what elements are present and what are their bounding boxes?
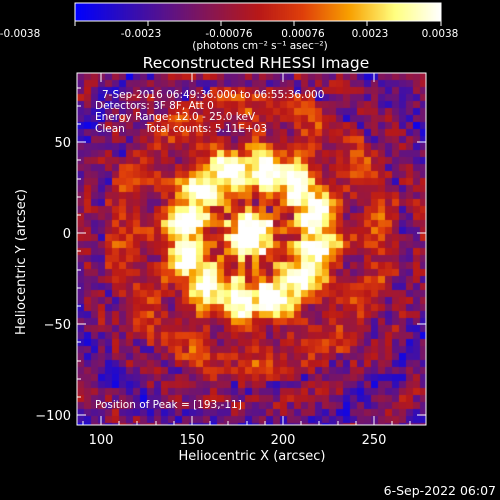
y-tick-label: −50: [44, 318, 71, 333]
plot-frame: [76, 72, 427, 426]
x-axis: [82, 73, 411, 425]
colorbar-frame: [74, 2, 442, 22]
detectors-text: Detectors: 3F 8F, Att 0: [95, 100, 214, 112]
colorbar-tick-label: -0.0038: [0, 28, 40, 40]
footer-timestamp: 6-Sep-2022 06:07: [384, 483, 496, 498]
peak-position-text: Position of Peak = [193,-11]: [95, 399, 242, 411]
colorbar-tick-label: 0.00076: [281, 28, 325, 40]
y-tick-label: −100: [35, 409, 71, 424]
y-tick-label: 50: [54, 136, 71, 151]
colorbar-tick-label: 0.0023: [352, 28, 389, 40]
x-tick-label: 250: [362, 433, 387, 448]
colorbar-units-label: (photons cm⁻² s⁻¹ asec⁻²): [192, 40, 327, 52]
y-axis: [77, 87, 426, 416]
colorbar-tick-label: -0.00076: [205, 28, 253, 40]
colorbar: -0.0038 -0.0023 -0.00076 0.00076 0.0023 …: [0, 2, 459, 52]
colorbar-tick-label: 0.0038: [422, 28, 459, 40]
y-tick-label: 0: [63, 227, 71, 242]
x-tick-label: 200: [271, 433, 296, 448]
colorbar-tick-label: -0.0023: [121, 28, 162, 40]
total-counts-text: Total counts: 5.11E+03: [144, 123, 267, 135]
x-axis-label: Heliocentric X (arcsec): [179, 449, 326, 464]
time-range-text: 7-Sep-2016 06:49:36.000 to 06:55:36.000: [102, 89, 324, 101]
y-axis-label: Heliocentric Y (arcsec): [14, 189, 29, 335]
info-block: 7-Sep-2016 06:49:36.000 to 06:55:36.000 …: [95, 89, 324, 135]
colorbar-gradient: [75, 3, 441, 21]
algorithm-text: Clean: [95, 123, 125, 135]
plot-title: Reconstructed RHESSI Image: [143, 54, 370, 72]
x-tick-label: 150: [180, 433, 205, 448]
rhessi-image: [77, 73, 426, 425]
x-tick-label: 100: [89, 433, 114, 448]
energy-range-text: Energy Range: 12.0 - 25.0 keV: [95, 111, 256, 123]
